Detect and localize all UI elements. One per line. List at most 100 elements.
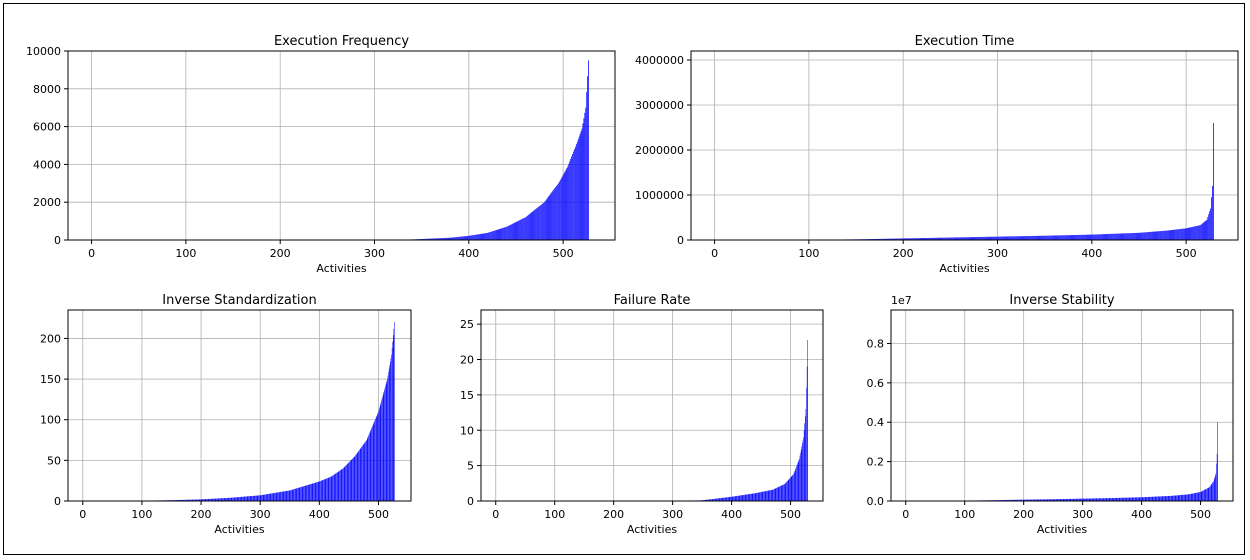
bar xyxy=(334,475,335,501)
bar xyxy=(1044,236,1045,240)
bar xyxy=(1079,235,1080,240)
bar xyxy=(796,468,797,501)
bar xyxy=(266,494,267,501)
bar xyxy=(780,486,781,501)
bar xyxy=(369,434,370,501)
bar xyxy=(569,161,570,240)
bar xyxy=(304,486,305,501)
y-tick-label: 0 xyxy=(54,495,61,508)
y-tick-label: 3000000 xyxy=(635,99,684,112)
bar xyxy=(1206,489,1207,501)
bar xyxy=(804,430,805,501)
bar xyxy=(311,484,312,501)
bar xyxy=(279,492,280,501)
bar xyxy=(1095,234,1096,240)
bar xyxy=(1186,228,1187,240)
bar xyxy=(1200,225,1201,240)
bar xyxy=(526,217,527,240)
bar xyxy=(245,497,246,501)
failure-rate-xlabel: Activities xyxy=(627,523,677,536)
bar xyxy=(1171,496,1172,501)
bar xyxy=(1026,236,1027,240)
bar xyxy=(358,451,359,501)
bar xyxy=(1143,232,1144,240)
bar xyxy=(297,488,298,501)
bar xyxy=(298,488,299,501)
bar xyxy=(529,214,530,240)
bar xyxy=(350,461,351,501)
bar xyxy=(347,464,348,501)
y-tick-label: 6000 xyxy=(33,121,61,134)
bar xyxy=(291,490,292,501)
bar xyxy=(588,60,589,240)
bar xyxy=(1161,231,1162,240)
bar xyxy=(495,230,496,240)
bar xyxy=(332,476,333,501)
bar xyxy=(327,478,328,501)
bar xyxy=(531,213,532,240)
bar xyxy=(1175,496,1176,501)
bar xyxy=(1048,236,1049,240)
bar xyxy=(786,482,787,501)
bar xyxy=(479,234,480,240)
bar xyxy=(1172,496,1173,501)
bar xyxy=(368,436,369,501)
bar xyxy=(774,489,775,501)
bar xyxy=(1170,496,1171,501)
bar xyxy=(1157,231,1158,240)
bar xyxy=(242,497,243,501)
bar xyxy=(505,227,506,240)
bar xyxy=(1198,492,1199,501)
bar xyxy=(349,462,350,501)
bar xyxy=(1053,236,1054,240)
bar xyxy=(379,409,380,501)
bar xyxy=(1065,235,1066,240)
bar xyxy=(289,491,290,501)
bar xyxy=(1184,229,1185,240)
x-tick-label: 300 xyxy=(250,508,271,521)
bar xyxy=(728,497,729,501)
bar xyxy=(770,490,771,501)
bar xyxy=(1186,495,1187,501)
bar xyxy=(754,493,755,501)
bar xyxy=(239,497,240,501)
bar xyxy=(1168,496,1169,501)
bar xyxy=(329,478,330,501)
bar xyxy=(484,233,485,240)
bar xyxy=(233,498,234,501)
bar xyxy=(567,166,568,240)
bar xyxy=(1168,230,1169,240)
bar xyxy=(1021,236,1022,240)
bar xyxy=(469,236,470,240)
bar xyxy=(246,496,247,501)
bar xyxy=(282,492,283,501)
bar xyxy=(539,206,540,240)
bar xyxy=(752,494,753,501)
y-tick-label: 0.2 xyxy=(867,456,885,469)
bar xyxy=(803,437,804,501)
bar xyxy=(466,236,467,240)
bar xyxy=(784,484,785,501)
bar xyxy=(575,147,576,240)
bar xyxy=(1216,464,1217,501)
bar xyxy=(1115,234,1116,240)
bar xyxy=(1088,235,1089,240)
bar xyxy=(502,228,503,240)
bar xyxy=(245,497,246,501)
bar xyxy=(1130,233,1131,240)
bar xyxy=(324,480,325,501)
bar xyxy=(1006,236,1007,240)
bar xyxy=(297,488,298,501)
bar xyxy=(1091,235,1092,240)
bar xyxy=(269,494,270,501)
bar xyxy=(757,493,758,501)
bar xyxy=(271,493,272,501)
bar xyxy=(264,495,265,501)
bar xyxy=(1103,234,1104,240)
bar xyxy=(258,496,259,501)
bar xyxy=(1174,230,1175,240)
bar xyxy=(772,490,773,501)
bar xyxy=(728,497,729,501)
bar xyxy=(1030,236,1031,240)
bar xyxy=(342,469,343,501)
